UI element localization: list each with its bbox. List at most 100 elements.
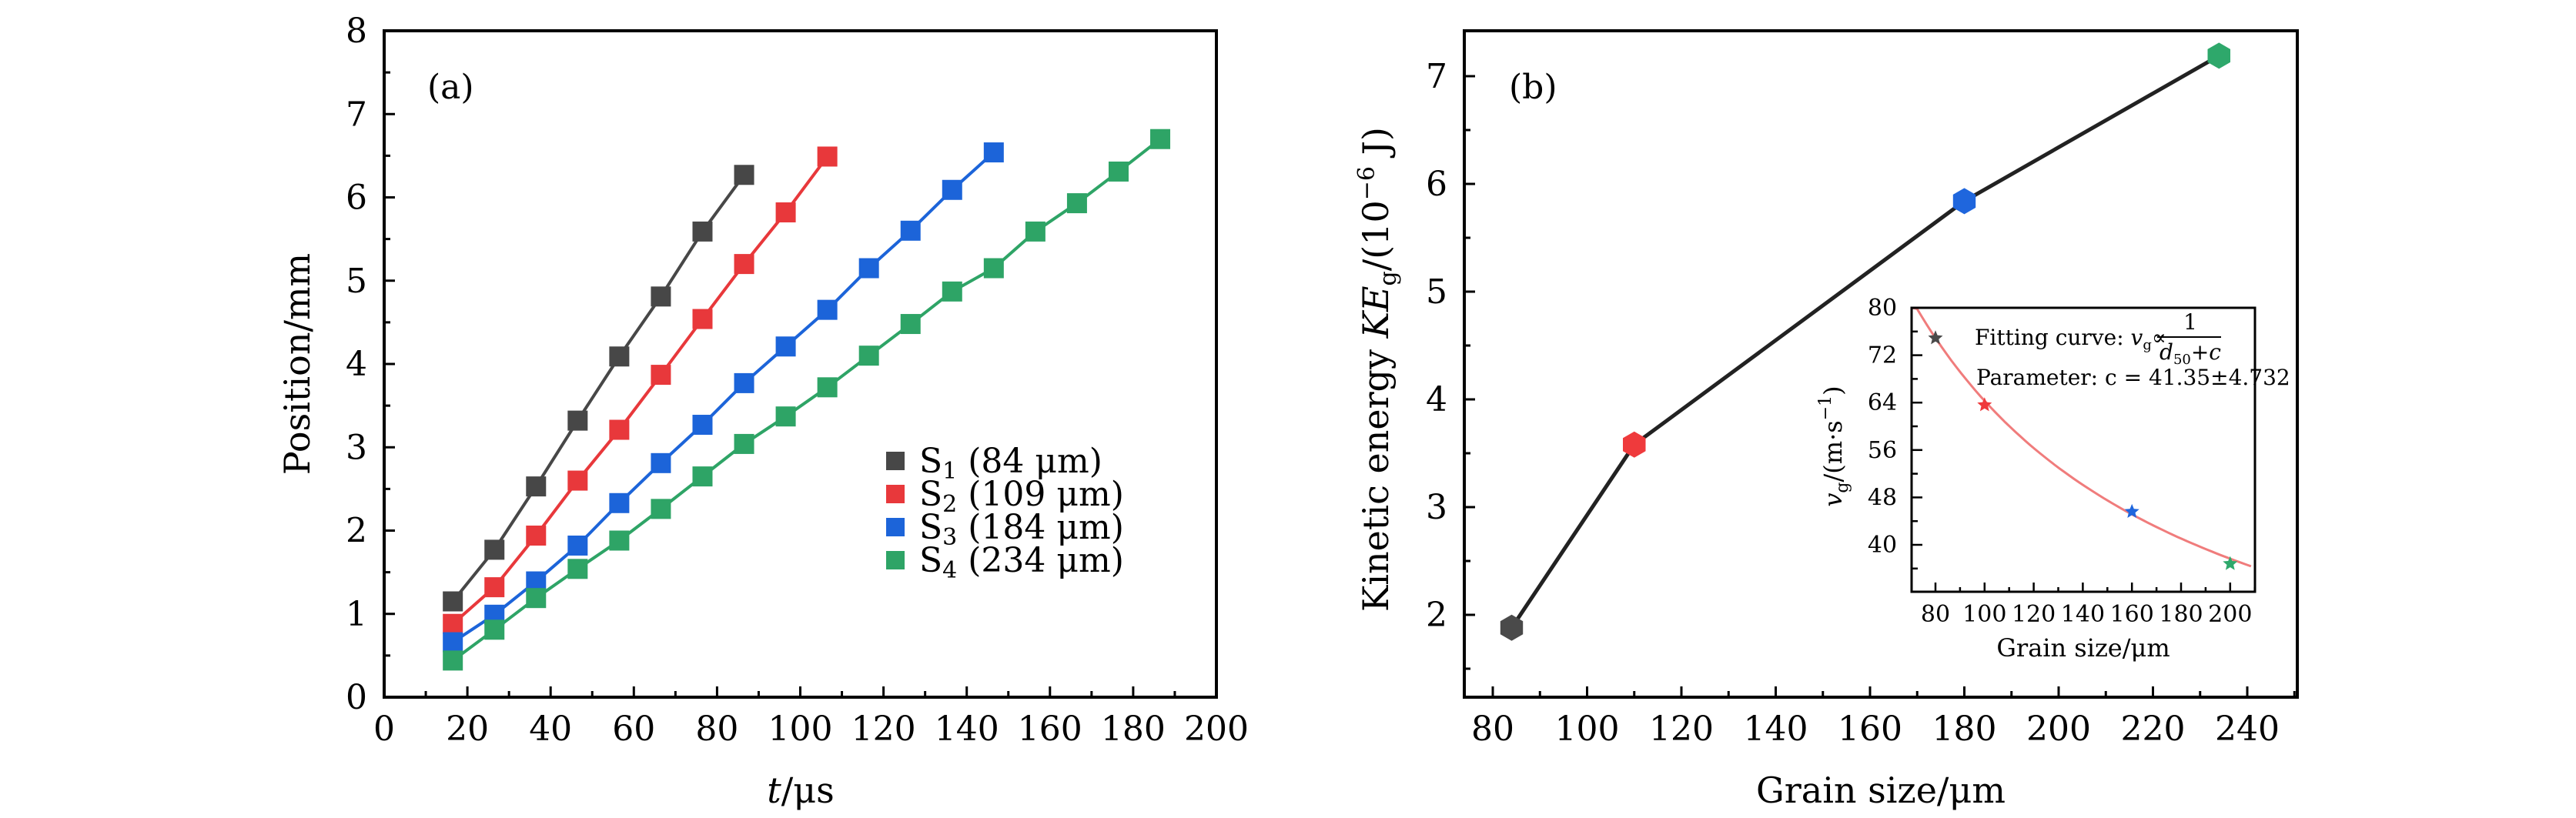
- data-point-s3: [734, 372, 754, 393]
- inset-ylabel-sub: g: [1833, 482, 1852, 492]
- legend-label-rest: (84 μm): [957, 442, 1102, 481]
- inset-ylabel-sup: −1: [1816, 396, 1835, 420]
- panel-a-xlabel-unit: /μs: [781, 770, 835, 811]
- panel-b-ylabel-sub: g: [1375, 271, 1402, 285]
- data-point-s1: [609, 346, 630, 367]
- legend-label-main: S: [919, 475, 942, 514]
- data-point-s4: [567, 559, 588, 579]
- data-point-s3: [817, 299, 838, 320]
- inset-den-var: d: [2159, 339, 2173, 365]
- panel-b-ylabel-mid: /(10: [1355, 200, 1397, 271]
- data-point-s3: [858, 258, 879, 279]
- data-point-s3: [609, 492, 630, 513]
- panel-b-ylabel: Kinetic energy KEg/(10−6 J): [1353, 127, 1402, 612]
- data-point-s2: [775, 202, 796, 222]
- legend-label: S4 (234 μm): [919, 541, 1124, 584]
- x-tick-label: 180: [1932, 709, 1997, 749]
- legend-label-rest: (184 μm): [957, 508, 1124, 547]
- y-tick-label: 0: [346, 678, 367, 717]
- legend-label-main: S: [919, 541, 942, 580]
- inset-background: [1912, 308, 2255, 592]
- panel-b-label: (b): [1509, 68, 1557, 107]
- inset-star-point-2: [1977, 397, 1992, 412]
- legend-label-rest: (109 μm): [957, 475, 1124, 514]
- data-point-s4: [1150, 129, 1171, 149]
- data-point-s3: [942, 179, 962, 200]
- data-point-s4: [858, 346, 879, 366]
- data-point-s2: [443, 613, 463, 634]
- x-tick-label: 140: [1744, 709, 1808, 749]
- x-tick-label: 120: [1649, 709, 1714, 749]
- legend-label-sub: 1: [942, 458, 957, 485]
- data-point-s4: [775, 406, 796, 427]
- x-tick-label: 160: [1018, 709, 1082, 749]
- data-point-s4: [983, 258, 1004, 279]
- data-point-s2: [692, 309, 713, 329]
- y-tick-label: 4: [1426, 380, 1447, 419]
- panel-b-ylabel-sup: −6: [1353, 166, 1380, 200]
- inset-annotation-prefix: Fitting curve:: [1975, 325, 2131, 350]
- inset-series: [1912, 306, 2252, 570]
- inset-y-tick-label: 64: [1868, 389, 1897, 416]
- data-point-s4: [443, 650, 463, 671]
- x-tick-label: 140: [935, 709, 999, 749]
- inset-star-point-4: [2223, 556, 2238, 570]
- data-point-s1: [567, 410, 588, 431]
- data-point-s2: [817, 146, 838, 167]
- data-point-s3: [983, 142, 1004, 163]
- data-point-s1: [651, 286, 671, 307]
- x-tick-label: 60: [612, 709, 655, 749]
- panel-a-series: [443, 129, 1171, 671]
- inset-annotation-sub: g: [2143, 337, 2152, 353]
- inset-x-tick-label: 80: [1921, 601, 1950, 628]
- legend-marker: [886, 551, 905, 569]
- legend-item-s3: S3 (184 μm): [886, 508, 1124, 551]
- inset-y-tick-label: 48: [1868, 484, 1897, 511]
- series-line-s2: [451, 155, 829, 626]
- data-point-hexagon-3: [1952, 188, 1976, 215]
- y-tick-label: 5: [1426, 272, 1447, 312]
- data-point-s4: [651, 499, 671, 519]
- legend-item-s2: S2 (109 μm): [886, 475, 1124, 518]
- inset-fit-curve: [1912, 306, 2252, 568]
- panel-b-xlabel: Grain size/μm: [1756, 770, 2006, 811]
- legend-label: S1 (84 μm): [919, 442, 1102, 485]
- y-tick-label: 1: [346, 595, 367, 634]
- inset-annotation-line2: Parameter: c = 41.35±4.732: [1976, 365, 2290, 390]
- inset-y-tick-label: 40: [1868, 532, 1897, 559]
- inset-chart: 80 100 120 140 160 180 200 40 48 56 64 72 80 Grain s…: [1816, 295, 2290, 663]
- inset-y-tick-label: 72: [1868, 342, 1897, 369]
- inset-xlabel: Grain size/μm: [1996, 633, 2170, 663]
- y-tick-label: 6: [346, 179, 367, 218]
- inset-star-point-1: [1928, 330, 1943, 345]
- inset-den-sub: 50: [2173, 352, 2191, 368]
- data-point-s1: [692, 221, 713, 242]
- x-tick-label: 160: [1838, 709, 1902, 749]
- panel-a-ylabel: Position/mm: [276, 253, 318, 475]
- inset-annotation-var: v: [2131, 325, 2143, 350]
- series-line-s4: [451, 138, 1162, 662]
- legend-label-main: S: [919, 442, 942, 481]
- data-point-s4: [526, 588, 547, 609]
- inset-fraction-numerator: 1: [2183, 309, 2197, 335]
- inset-star-point-3: [2124, 503, 2139, 518]
- y-tick-label: 3: [346, 428, 367, 467]
- panel-a-frame: [383, 29, 1218, 699]
- data-point-hexagon-1: [1500, 614, 1524, 641]
- legend-marker: [886, 452, 905, 470]
- legend-label-sub: 4: [942, 557, 957, 584]
- legend-label-sub: 3: [942, 524, 957, 551]
- panel-a-label: (a): [427, 68, 474, 107]
- data-point-s1: [526, 476, 547, 497]
- x-tick-label: 200: [2026, 709, 2091, 749]
- x-tick-label: 0: [373, 709, 395, 749]
- y-tick-label: 6: [1426, 165, 1447, 204]
- data-point-s2: [526, 525, 547, 546]
- y-tick-label: 5: [346, 262, 367, 301]
- panel-a-xlabel: t/μs: [767, 770, 835, 811]
- panel-b-series: [1500, 42, 2230, 641]
- inset-ylabel-suffix: ): [1818, 386, 1848, 395]
- series-line-s1: [451, 174, 746, 603]
